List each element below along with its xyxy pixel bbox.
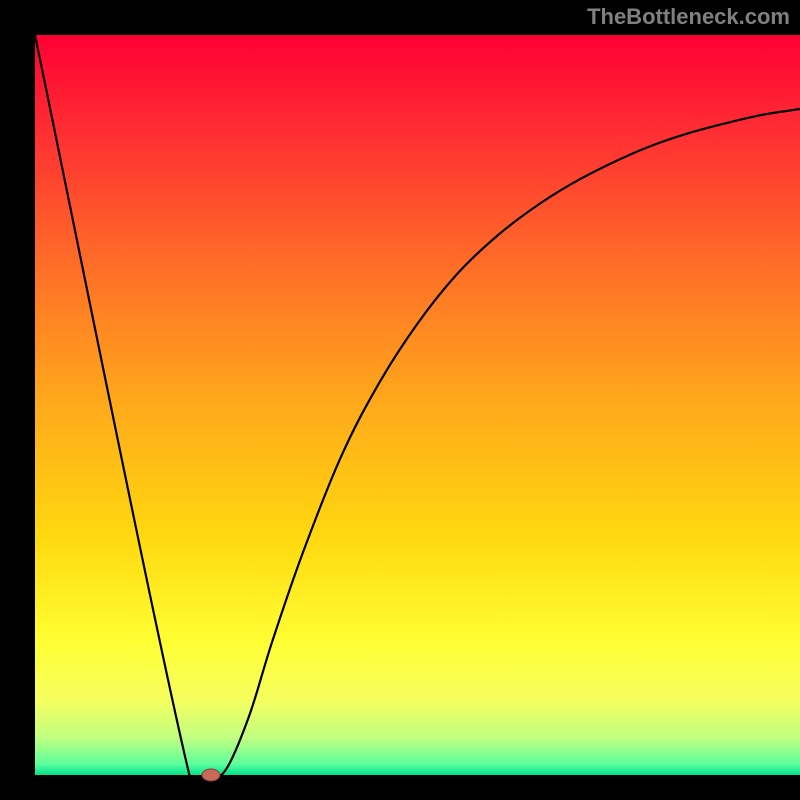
watermark-text: TheBottleneck.com — [587, 4, 790, 30]
chart-container: TheBottleneck.com — [0, 0, 800, 800]
minimum-marker — [202, 769, 220, 781]
chart-plot-background — [35, 35, 800, 775]
bottleneck-curve-chart — [0, 0, 800, 800]
